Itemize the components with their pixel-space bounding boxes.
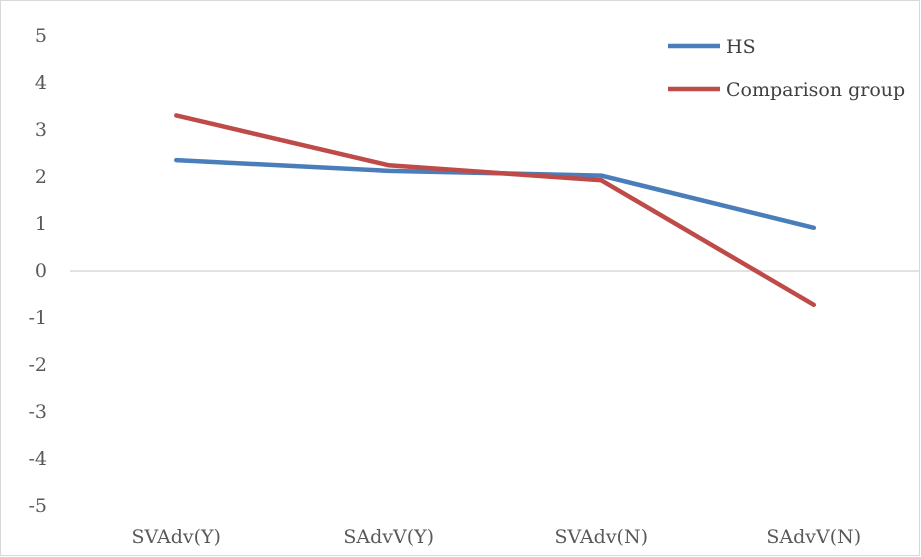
legend-label: Comparison group xyxy=(726,79,905,101)
y-tick-label: -1 xyxy=(28,307,47,329)
x-tick-label: SAdvV(Y) xyxy=(343,526,434,548)
x-tick-label: SVAdv(N) xyxy=(554,526,648,548)
y-tick-label: -4 xyxy=(28,448,47,470)
y-tick-label: 5 xyxy=(35,25,47,47)
series-lines xyxy=(174,113,817,308)
y-tick-label: 2 xyxy=(35,166,47,188)
y-axis-ticks: 5 4 3 2 1 0 -1 -2 -3 -4 -5 xyxy=(28,25,47,517)
x-axis-ticks: SVAdv(Y) SAdvV(Y) SVAdv(N) SAdvV(N) xyxy=(132,526,862,548)
y-tick-label: -2 xyxy=(28,354,47,376)
y-tick-label: -5 xyxy=(28,495,47,517)
y-tick-label: -3 xyxy=(28,401,47,423)
y-tick-label: 3 xyxy=(35,119,47,141)
x-tick-label: SAdvV(N) xyxy=(766,526,861,548)
y-tick-label: 1 xyxy=(35,213,47,235)
legend-label: HS xyxy=(726,36,756,58)
x-tick-label: SVAdv(Y) xyxy=(132,526,221,548)
y-tick-label: 4 xyxy=(35,72,47,94)
legend: HS Comparison group xyxy=(668,36,905,101)
series-line-comparison-group xyxy=(174,113,817,308)
series-line-hs xyxy=(174,157,817,231)
y-tick-label: 0 xyxy=(35,260,47,282)
